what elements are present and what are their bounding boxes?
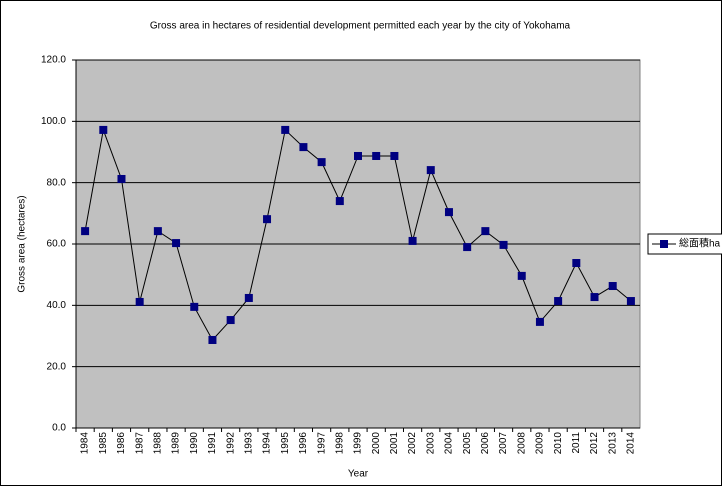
- data-point: [281, 125, 290, 134]
- data-point: [135, 297, 144, 306]
- x-tick-label: 1990: [189, 432, 200, 455]
- y-tick-label: 40.0: [47, 300, 67, 311]
- x-tick-label: 2006: [480, 432, 491, 455]
- data-point: [226, 316, 235, 325]
- x-tick-label: 1996: [298, 432, 309, 455]
- legend-label: 総面積ha: [679, 237, 721, 250]
- x-tick-label: 2009: [535, 432, 546, 455]
- x-tick-label: 1999: [353, 432, 364, 455]
- data-point: [263, 215, 272, 224]
- data-point: [372, 151, 381, 160]
- data-point: [499, 240, 508, 249]
- y-tick-label: 0.0: [52, 423, 66, 434]
- x-tick-label: 2003: [425, 432, 436, 455]
- data-point: [99, 125, 108, 134]
- data-point: [299, 143, 308, 152]
- data-point: [590, 293, 599, 302]
- x-tick-label: 2011: [571, 432, 582, 454]
- data-point: [354, 151, 362, 160]
- x-tick-label: 1984: [80, 432, 91, 455]
- x-tick-label: 1994: [262, 432, 273, 455]
- data-point: [208, 335, 217, 344]
- data-point: [554, 297, 563, 306]
- x-tick-label: 1992: [225, 432, 236, 455]
- x-tick-label: 1997: [316, 432, 327, 455]
- x-tick-label: 2005: [462, 432, 473, 455]
- data-point: [572, 259, 581, 268]
- data-point: [481, 227, 490, 236]
- x-tick-label: 1993: [243, 432, 254, 455]
- data-point: [517, 271, 526, 280]
- x-tick-label: 1989: [171, 432, 182, 455]
- x-tick-label: 1995: [280, 432, 291, 455]
- x-tick-label: 2001: [389, 432, 400, 455]
- y-tick-label: 60.0: [47, 239, 67, 250]
- data-point: [426, 166, 435, 175]
- x-tick-label: 2013: [607, 432, 618, 455]
- x-tick-label: 2007: [498, 432, 509, 455]
- x-tick-label: 1991: [207, 432, 218, 455]
- x-tick-label: 1987: [134, 432, 145, 455]
- x-tick-label: 2004: [444, 432, 455, 455]
- legend-marker: [660, 240, 668, 248]
- x-tick-label: 1985: [98, 432, 109, 455]
- data-point: [463, 243, 472, 252]
- data-point: [626, 297, 635, 306]
- data-point: [444, 208, 453, 217]
- x-tick-label: 2000: [371, 432, 382, 455]
- x-tick-label: 2010: [553, 432, 564, 455]
- data-point: [608, 282, 617, 291]
- x-tick-label: 1988: [153, 432, 164, 455]
- x-tick-label: 2002: [407, 432, 418, 455]
- data-point: [117, 174, 126, 183]
- x-tick-label: 2008: [516, 432, 527, 455]
- legend-box: [647, 233, 722, 255]
- data-point: [317, 158, 326, 167]
- data-point: [81, 227, 90, 236]
- y-axis-title: Gross area (hectares): [17, 195, 28, 292]
- chart-title: Gross area in hectares of residential de…: [150, 21, 571, 32]
- data-point: [190, 302, 199, 311]
- y-tick-label: 100.0: [41, 116, 66, 127]
- data-point: [244, 293, 253, 302]
- data-point: [153, 227, 162, 236]
- x-tick-label: 1986: [116, 432, 127, 455]
- x-tick-label: 2014: [626, 432, 637, 455]
- data-point: [390, 151, 399, 160]
- data-point: [408, 236, 417, 245]
- x-axis-title: Year: [348, 469, 369, 480]
- y-tick-label: 120.0: [41, 55, 66, 66]
- data-point: [335, 197, 344, 206]
- y-tick-label: 20.0: [47, 361, 67, 372]
- data-point: [535, 317, 544, 326]
- data-point: [172, 239, 181, 248]
- x-tick-label: 2012: [589, 432, 600, 455]
- y-tick-label: 80.0: [47, 177, 67, 188]
- x-tick-label: 1998: [334, 432, 345, 455]
